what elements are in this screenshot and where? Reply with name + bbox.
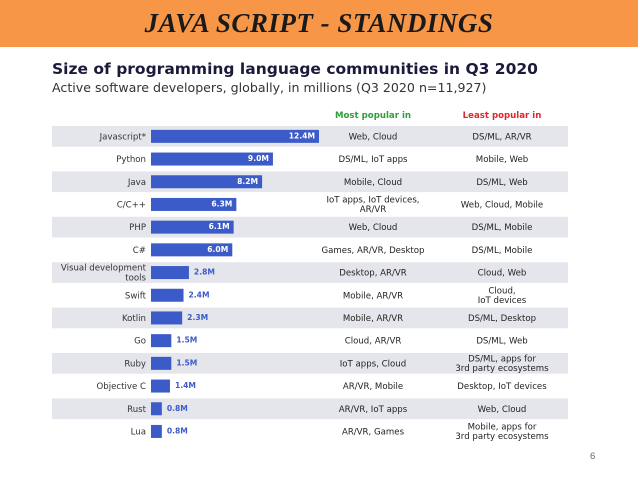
least-popular-cell: DS/ML, Web	[476, 336, 527, 346]
most-popular-cell: Web, Cloud	[349, 132, 398, 142]
most-popular-cell: Desktop, AR/VR	[339, 268, 407, 278]
least-popular-cell: Mobile, apps for 3rd party ecosystems	[455, 422, 549, 442]
bar	[151, 379, 170, 393]
page-number: 6	[590, 451, 596, 462]
least-popular-cell: Web, Cloud	[478, 404, 527, 414]
most-popular-cell: AR/VR, IoT apps	[339, 404, 408, 414]
most-popular-cell: IoT apps, Cloud	[340, 359, 406, 369]
data-label: 0.8M	[167, 426, 188, 435]
category-label: Lua	[131, 427, 146, 437]
category-label: Javascript*	[99, 132, 147, 142]
least-popular-cell: Web, Cloud, Mobile	[461, 200, 543, 210]
data-label: 2.4M	[189, 290, 210, 299]
bar	[151, 334, 172, 348]
least-popular-cell: Mobile, Web	[476, 155, 528, 165]
category-label: Ruby	[124, 359, 146, 369]
most-popular-cell: Mobile, AR/VR	[343, 313, 403, 323]
most-popular-cell: Mobile, AR/VR	[343, 291, 403, 301]
category-label: Visual development tools	[61, 263, 147, 283]
data-label: 9.0M	[248, 154, 269, 163]
least-popular-cell: DS/ML, apps for 3rd party ecosystems	[455, 354, 549, 374]
least-popular-cell: DS/ML, Mobile	[472, 223, 533, 233]
bar	[151, 220, 234, 234]
category-label: Swift	[125, 291, 147, 301]
chart-title: Size of programming language communities…	[52, 60, 538, 78]
data-label: 8.2M	[237, 177, 258, 186]
most-popular-cell: AR/VR, Games	[342, 427, 405, 437]
data-label: 12.4M	[289, 131, 315, 140]
bar	[151, 129, 319, 143]
bar	[151, 424, 162, 438]
row-band	[52, 353, 568, 374]
least-popular-cell: Cloud, Web	[478, 268, 527, 278]
data-label: 6.0M	[207, 245, 228, 254]
bar	[151, 175, 263, 189]
category-label: Kotlin	[122, 313, 146, 323]
title-banner	[0, 0, 638, 47]
most-popular-cell: Cloud, AR/VR	[345, 336, 402, 346]
least-popular-header: Least popular in	[462, 111, 542, 121]
most-popular-cell: IoT apps, IoT devices, AR/VR	[326, 195, 419, 215]
category-label: C/C++	[117, 200, 146, 210]
least-popular-cell: Cloud, IoT devices	[478, 286, 527, 306]
slide-title: JAVA SCRIPT - STANDINGS	[144, 8, 494, 38]
data-label: 1.5M	[176, 336, 197, 345]
category-label: Objective C	[97, 382, 146, 392]
bar	[151, 266, 189, 280]
most-popular-cell: Mobile, Cloud	[344, 177, 402, 187]
least-popular-cell: DS/ML, Web	[476, 177, 527, 187]
data-label: 1.5M	[176, 358, 197, 367]
most-popular-cell: Web, Cloud	[349, 223, 398, 233]
least-popular-cell: DS/ML, Desktop	[468, 313, 536, 323]
bar	[151, 311, 183, 325]
least-popular-cell: DS/ML, Mobile	[472, 245, 533, 255]
most-popular-header: Most popular in	[334, 111, 412, 121]
category-label: Python	[116, 155, 146, 165]
row-band	[52, 398, 568, 420]
least-popular-cell: DS/ML, AR/VR	[472, 132, 531, 142]
data-label: 0.8M	[167, 404, 188, 413]
category-label: PHP	[129, 223, 146, 233]
category-label: Rust	[127, 404, 147, 414]
chart-subtitle: Active software developers, globally, in…	[52, 80, 487, 95]
category-label: Java	[127, 177, 146, 187]
data-label: 2.8M	[194, 268, 215, 277]
category-label: Go	[134, 336, 146, 346]
most-popular-cell: DS/ML, IoT apps	[338, 155, 408, 165]
data-label: 6.3M	[211, 199, 232, 208]
category-label: C#	[133, 245, 146, 255]
least-popular-cell: Desktop, IoT devices	[457, 382, 547, 392]
data-label: 2.3M	[187, 313, 208, 322]
bar	[151, 152, 273, 166]
bar	[151, 356, 172, 370]
bar	[151, 288, 184, 302]
data-label: 6.1M	[209, 222, 230, 231]
bar	[151, 243, 233, 257]
bar	[151, 197, 237, 211]
most-popular-cell: AR/VR, Mobile	[343, 382, 403, 392]
most-popular-cell: Games, AR/VR, Desktop	[321, 245, 424, 255]
data-label: 1.4M	[175, 381, 196, 390]
bar	[151, 402, 162, 416]
